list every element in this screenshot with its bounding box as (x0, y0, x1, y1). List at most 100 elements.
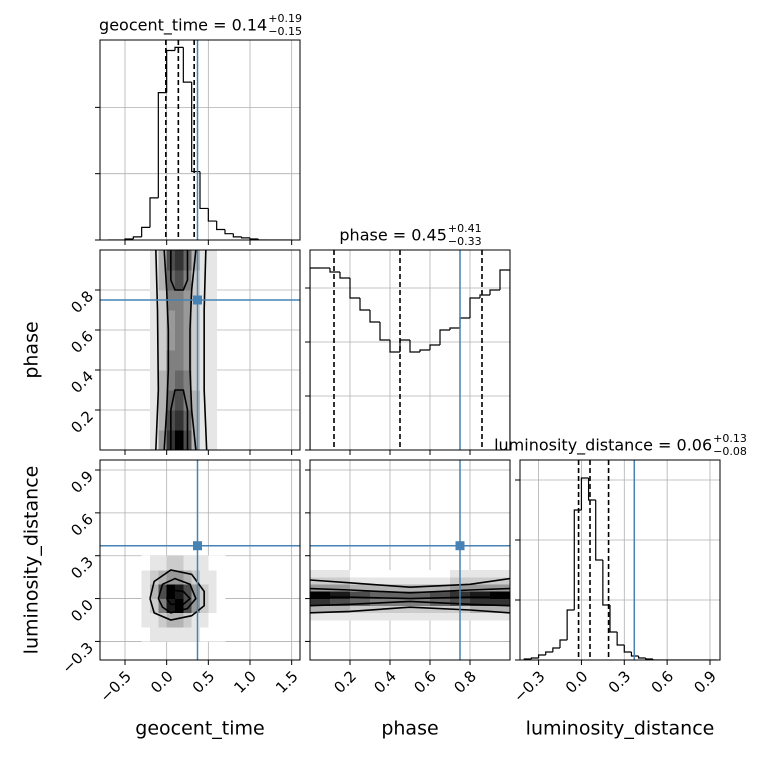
histogram-bin (389, 340, 400, 353)
truth-marker (193, 541, 202, 551)
panel (310, 460, 510, 660)
density-cell (183, 612, 192, 628)
density-cell (141, 598, 151, 614)
histogram-bin (566, 609, 575, 640)
density-cell (175, 598, 184, 614)
density-cell (166, 627, 176, 642)
density-cell (310, 584, 331, 592)
x-axis-label: phase (381, 718, 438, 740)
density-cell (200, 555, 209, 571)
density-cell (150, 627, 159, 642)
density-cell (390, 584, 411, 592)
density-cell (191, 250, 201, 271)
density-cell (166, 555, 176, 571)
density-cell (410, 591, 431, 599)
density-cell (158, 555, 167, 571)
density-cell (191, 270, 201, 291)
density-cell (350, 605, 371, 614)
x-tick-label: 1.0 (230, 667, 260, 697)
density-cell (470, 598, 491, 607)
density-cell (183, 390, 192, 411)
density-cell (141, 584, 151, 599)
histogram-bin (182, 47, 192, 83)
density-cell (490, 577, 510, 585)
x-tick-label: 0.6 (648, 667, 678, 697)
density-cell (191, 555, 201, 571)
density-cell (183, 370, 192, 391)
histogram-bin (587, 478, 596, 501)
contour (157, 577, 197, 614)
density-cell (208, 598, 217, 614)
density-cell (158, 310, 167, 331)
density-cell (150, 330, 159, 351)
density-cell (150, 598, 159, 614)
density-cell (158, 584, 167, 599)
histogram-bin (552, 647, 560, 652)
density-cell (216, 584, 226, 599)
density-cell (166, 350, 176, 371)
histogram-bin (199, 171, 209, 210)
histogram-bin (310, 267, 320, 450)
y-tick-label: −0.3 (59, 639, 97, 677)
x-tick-label: −0.3 (510, 667, 548, 705)
density-cell (158, 612, 167, 628)
density-cell (191, 598, 201, 614)
panel-frame (519, 459, 721, 661)
histogram-bin (630, 652, 639, 657)
density-cell (430, 591, 451, 599)
histogram-bin (257, 238, 267, 240)
histogram-bin (216, 221, 225, 231)
density-cell (216, 570, 226, 585)
x-tick-label: 0.8 (450, 667, 480, 697)
panel-background (520, 460, 720, 660)
density-cell (166, 370, 176, 391)
density-cell (310, 598, 331, 607)
density-cell (200, 430, 209, 450)
density-cell (370, 577, 391, 585)
y-axis-label: phase (21, 321, 43, 378)
histogram-bin (609, 605, 618, 633)
panel-title: luminosity_distance = 0.06 (494, 436, 712, 456)
density-cell (150, 270, 159, 291)
density-cell (410, 570, 431, 578)
histogram-bin (241, 236, 250, 239)
density-cell (470, 570, 491, 578)
x-tick-label: 0.0 (147, 667, 177, 697)
density-cell (208, 390, 217, 411)
density-cell (430, 577, 451, 585)
panel-background (100, 40, 300, 240)
y-tick-label: 0.2 (67, 407, 97, 437)
density-cell (390, 612, 411, 621)
contour (149, 569, 205, 621)
histogram-bin (439, 329, 450, 345)
density-cell (370, 584, 391, 592)
density-cell (216, 598, 226, 614)
histogram-bin (207, 208, 217, 222)
panel (310, 250, 510, 450)
density-cell (490, 584, 510, 592)
histogram-bin (369, 310, 380, 323)
density-cell (191, 584, 201, 599)
panel (100, 40, 300, 240)
density-cell (350, 591, 371, 599)
y-tick-label: 0.8 (67, 287, 97, 317)
histogram-bin (249, 237, 259, 240)
contour (310, 606, 510, 614)
density-cell (158, 390, 167, 411)
density-cell (330, 591, 351, 599)
density-cell (330, 612, 351, 621)
title-lower: −0.15 (268, 25, 302, 38)
density-cell (390, 577, 411, 585)
density-cell (430, 570, 451, 578)
density-cell (410, 584, 431, 592)
title-upper: +0.13 (713, 432, 747, 445)
density-cell (175, 390, 184, 411)
density-cell (191, 370, 201, 391)
density-cell (310, 591, 331, 599)
contour (165, 589, 192, 606)
title-upper: +0.41 (448, 222, 482, 235)
density-cell (158, 627, 167, 642)
histogram-bin (329, 268, 340, 273)
density-cell (150, 310, 159, 331)
